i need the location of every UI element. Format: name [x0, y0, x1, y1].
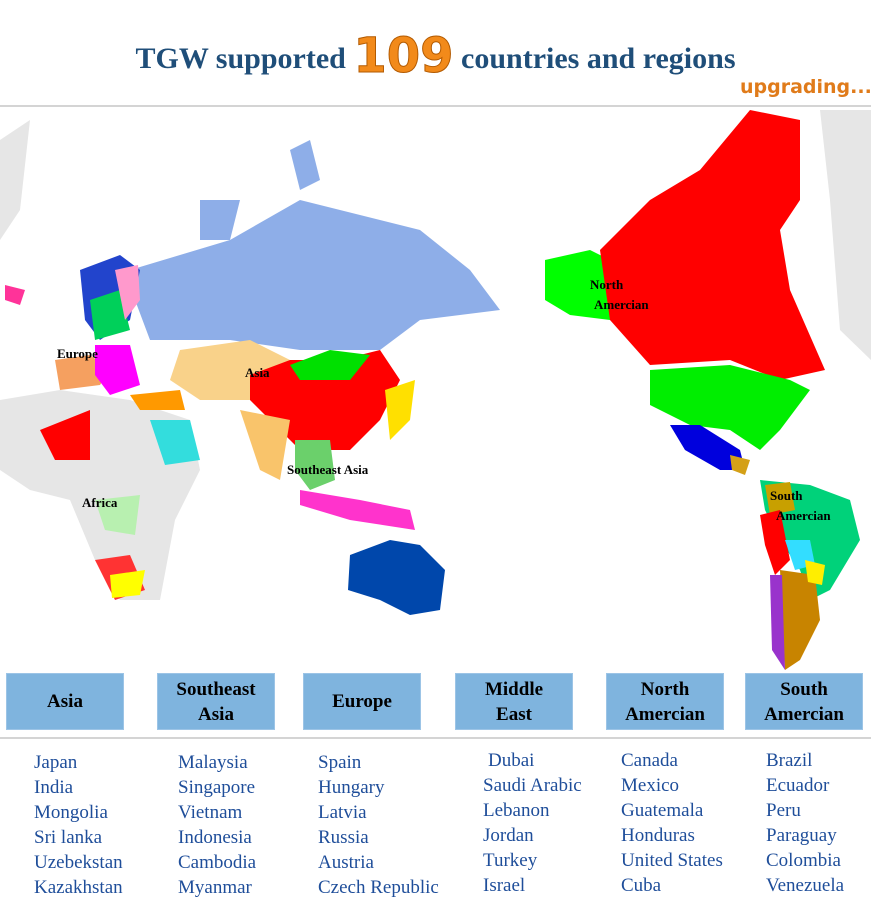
region-item: Vietnam	[178, 802, 243, 823]
map-label: Asia	[245, 365, 270, 380]
region-item: Guatemala	[621, 800, 704, 821]
region-item: Cambodia	[178, 852, 257, 873]
map-label-line: Amercian	[776, 508, 831, 523]
region-item: Israel	[483, 875, 526, 896]
region-header-line: Middle	[484, 678, 544, 700]
region-header-line: North	[640, 678, 690, 700]
region-header: Middle East	[455, 673, 573, 730]
region-item: Spain	[318, 752, 362, 773]
map-label-line: Amercian	[594, 297, 649, 312]
region-header-line: South	[780, 678, 828, 700]
region-item: Colombia	[766, 850, 841, 871]
region-item: Cuba	[621, 875, 662, 896]
region-item: Myanmar	[178, 877, 252, 898]
region-item: Mongolia	[34, 802, 108, 823]
region-item: Kazakhstan	[34, 877, 123, 898]
region-item: Paraguay	[766, 825, 837, 846]
land	[0, 110, 871, 670]
region-header: North Amercian	[606, 673, 724, 730]
map-label-line: South	[770, 488, 803, 503]
region-item: India	[34, 777, 74, 798]
region-item: Malaysia	[178, 752, 248, 773]
region-item: Mexico	[621, 775, 680, 796]
region-item: Hungary	[318, 777, 385, 798]
region-item: Turkey	[483, 850, 538, 871]
region-item: Singapore	[178, 777, 256, 798]
region-header: Southeast Asia	[157, 673, 275, 730]
region-item: Japan	[34, 752, 78, 773]
region-item: Russia	[318, 827, 369, 848]
region-item: Austria	[318, 852, 374, 873]
title-text: TGW supported	[135, 42, 346, 75]
region-item: Canada	[621, 750, 678, 771]
region-item: Czech Republic	[318, 877, 439, 898]
region-item: Jordan	[483, 825, 534, 846]
status: upgrading...	[740, 76, 871, 98]
region-header: South Amercian	[745, 673, 863, 730]
region-header-line: Amercian	[764, 703, 844, 725]
region-header-line: Asia	[198, 703, 234, 725]
region-header-line: Asia	[47, 691, 83, 712]
region-item: United States	[621, 850, 723, 871]
title: TGW supported 109 countries and regions	[0, 28, 871, 85]
map-label: North Amercian	[590, 275, 649, 315]
region-item: Sri lanka	[34, 827, 103, 848]
region-item: Lebanon	[483, 800, 550, 821]
region-header-line: East	[496, 703, 532, 725]
region-header-line: Amercian	[625, 703, 705, 725]
region-item: Venezuela	[766, 875, 845, 896]
region-item: Ecuador	[766, 775, 830, 796]
title-text: countries and regions	[461, 42, 736, 75]
region-item: Saudi Arabic	[483, 775, 582, 796]
region-item: Indonesia	[178, 827, 252, 848]
region-item: Honduras	[621, 825, 695, 846]
region-item: Latvia	[318, 802, 367, 823]
map-label: Africa	[82, 495, 118, 510]
region-item: Peru	[766, 800, 801, 821]
map-label: Southeast Asia	[287, 462, 369, 477]
region-item: Dubai	[488, 750, 535, 771]
region-item: Uzebekstan	[34, 852, 123, 873]
map-label: South Amercian	[770, 486, 831, 526]
region-item: Brazil	[766, 750, 813, 771]
map-label: Europe	[57, 346, 98, 361]
map-label-line: North	[590, 277, 624, 292]
region-header-line: Europe	[332, 691, 392, 712]
region-header-line: Southeast	[176, 678, 256, 700]
country-count: 109	[353, 28, 454, 85]
region-header: Europe	[303, 673, 421, 730]
region-header: Asia	[6, 673, 124, 730]
